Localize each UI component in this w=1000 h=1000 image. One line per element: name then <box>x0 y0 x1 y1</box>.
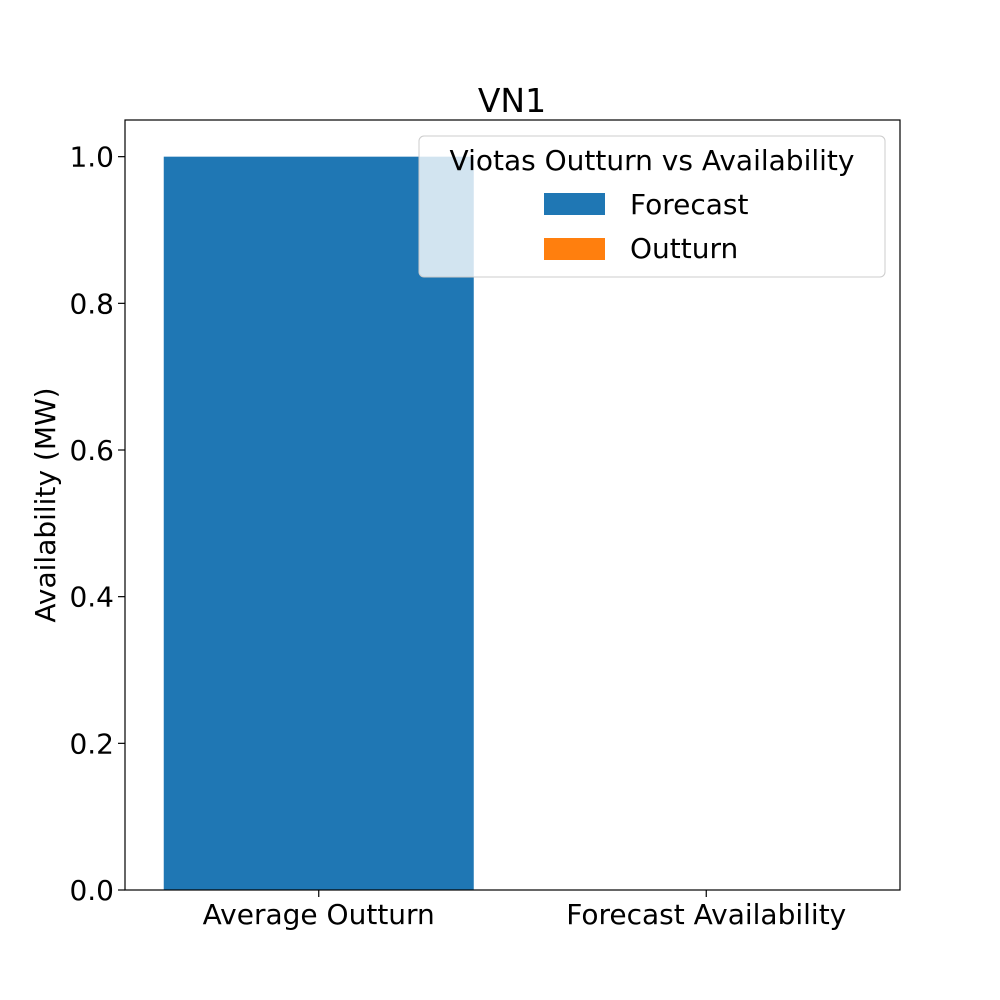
y-axis-label: Availability (MW) <box>29 387 62 622</box>
bars-group <box>163 156 474 890</box>
plot-frame <box>124 119 901 891</box>
bar-forecast-0 <box>163 156 474 890</box>
legend-label-outturn: Outturn <box>630 232 738 265</box>
legend-box <box>418 135 886 278</box>
x-tick-label: Average Outturn <box>203 898 435 931</box>
y-tick-label: 0.2 <box>69 727 114 760</box>
y-ticks-group: 0.0 0.2 0.4 0.6 0.8 1.0 <box>69 141 125 907</box>
legend-title: Viotas Outturn vs Availability <box>450 144 855 177</box>
y-tick-label: 1.0 <box>69 141 114 174</box>
legend: Viotas Outturn vs Availability Forecast … <box>418 135 886 278</box>
chart-title: VN1 <box>478 81 546 120</box>
x-ticks-group: Average Outturn Forecast Availability <box>203 890 846 931</box>
legend-swatch-outturn <box>544 238 605 260</box>
y-tick-label: 0.4 <box>69 581 114 614</box>
y-tick-label: 0.0 <box>69 874 114 907</box>
y-tick-label: 0.6 <box>69 434 114 467</box>
x-tick-label: Forecast Availability <box>566 898 846 931</box>
legend-label-forecast: Forecast <box>630 188 749 221</box>
y-tick-label: 0.8 <box>69 287 114 320</box>
legend-swatch-forecast <box>544 193 605 215</box>
